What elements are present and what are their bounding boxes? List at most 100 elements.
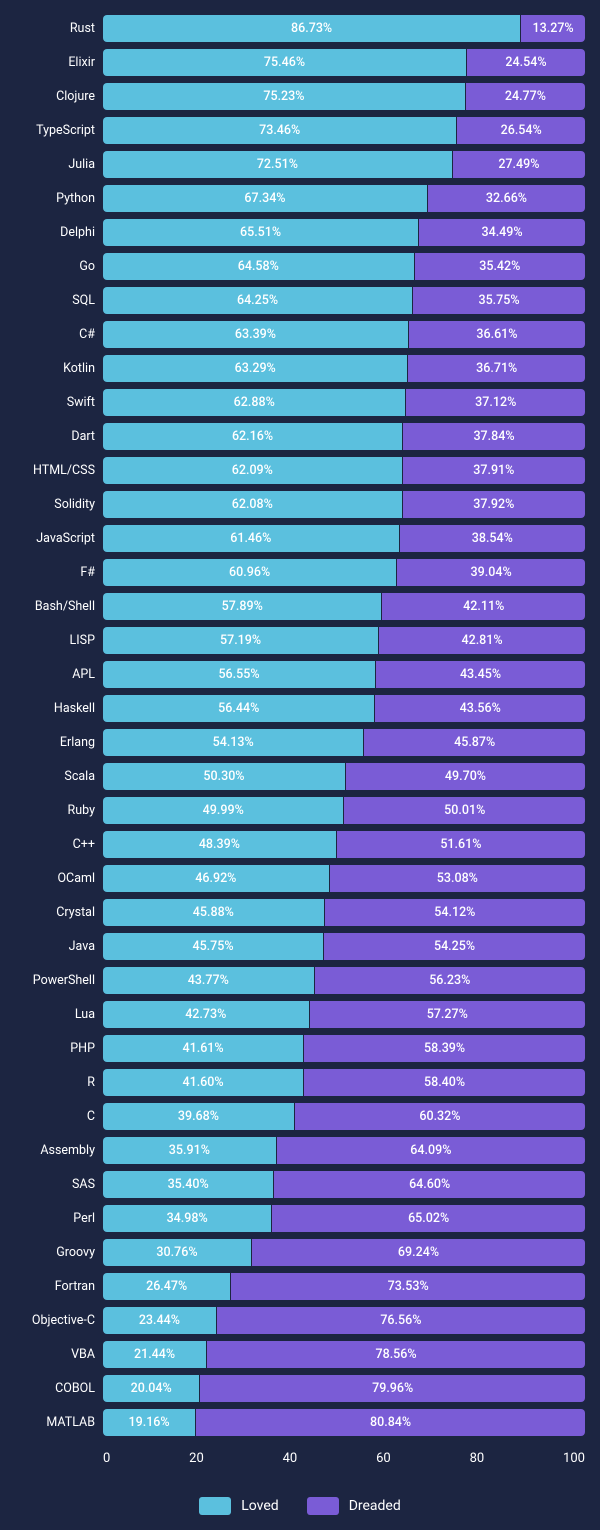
dreaded-segment: 32.66% [428,185,585,212]
row-label: Kotlin [15,362,103,376]
bar-track: 65.51%34.49% [103,219,585,246]
bar-row: Haskell56.44%43.56% [15,695,585,722]
bar-track: 20.04%79.96% [103,1375,585,1402]
row-label: Dart [15,430,103,444]
bar-rows: Rust86.73%13.27%Elixir75.46%24.54%Clojur… [15,15,585,1436]
row-label: MATLAB [15,1416,103,1430]
bar-track: 62.88%37.12% [103,389,585,416]
row-label: Perl [15,1212,103,1226]
bar-row: Julia72.51%27.49% [15,151,585,178]
bar-track: 34.98%65.02% [103,1205,585,1232]
bar-row: C#63.39%36.61% [15,321,585,348]
row-label: LISP [15,634,103,648]
loved-segment: 72.51% [103,151,453,178]
bar-track: 39.68%60.32% [103,1103,585,1130]
row-label: Erlang [15,736,103,750]
bar-row: Solidity62.08%37.92% [15,491,585,518]
dreaded-segment: 65.02% [272,1205,585,1232]
bar-track: 48.39%51.61% [103,831,585,858]
bar-row: Assembly35.91%64.09% [15,1137,585,1164]
row-label: SAS [15,1178,103,1192]
loved-segment: 64.25% [103,287,413,314]
bar-track: 42.73%57.27% [103,1001,585,1028]
legend-item-loved: Loved [199,1497,278,1515]
dreaded-segment: 64.09% [277,1137,585,1164]
dreaded-segment: 34.49% [419,219,585,246]
bar-track: 56.44%43.56% [103,695,585,722]
row-label: Julia [15,158,103,172]
legend-label: Loved [241,1498,278,1514]
dreaded-segment: 43.56% [375,695,585,722]
x-axis-tick: 0 [103,1451,110,1479]
row-label: COBOL [15,1382,103,1396]
dreaded-segment: 39.04% [397,559,585,586]
bar-track: 26.47%73.53% [103,1273,585,1300]
dreaded-segment: 42.11% [382,593,585,620]
loved-segment: 75.23% [103,83,466,110]
row-label: Lua [15,1008,103,1022]
dreaded-segment: 37.12% [406,389,585,416]
legend-swatch [199,1497,231,1515]
legend-swatch [307,1497,339,1515]
bar-row: C39.68%60.32% [15,1103,585,1130]
row-label: Fortran [15,1280,103,1294]
row-label: Go [15,260,103,274]
bar-row: Scala50.30%49.70% [15,763,585,790]
bar-row: Swift62.88%37.12% [15,389,585,416]
bar-track: 57.19%42.81% [103,627,585,654]
loved-segment: 60.96% [103,559,397,586]
loved-segment: 45.75% [103,933,324,960]
loved-segment: 42.73% [103,1001,310,1028]
loved-segment: 41.61% [103,1035,304,1062]
bar-row: OCaml46.92%53.08% [15,865,585,892]
bar-row: PowerShell43.77%56.23% [15,967,585,994]
bar-row: Rust86.73%13.27% [15,15,585,42]
bar-track: 19.16%80.84% [103,1409,585,1436]
loved-segment: 49.99% [103,797,344,824]
bar-track: 21.44%78.56% [103,1341,585,1368]
x-axis-tick: 100 [563,1451,585,1479]
loved-segment: 75.46% [103,49,467,76]
bar-row: LISP57.19%42.81% [15,627,585,654]
bar-track: 64.58%35.42% [103,253,585,280]
bar-row: Elixir75.46%24.54% [15,49,585,76]
bar-row: Fortran26.47%73.53% [15,1273,585,1300]
x-axis-tick: 40 [283,1451,298,1479]
dreaded-segment: 36.61% [409,321,585,348]
dreaded-segment: 76.56% [217,1307,585,1334]
row-label: Swift [15,396,103,410]
loved-segment: 57.19% [103,627,379,654]
dreaded-segment: 58.40% [304,1069,585,1096]
row-label: Crystal [15,906,103,920]
bar-row: F#60.96%39.04% [15,559,585,586]
x-axis-tick: 20 [189,1451,204,1479]
bar-row: Delphi65.51%34.49% [15,219,585,246]
dreaded-segment: 24.77% [466,83,585,110]
bar-row: JavaScript61.46%38.54% [15,525,585,552]
bar-track: 86.73%13.27% [103,15,585,42]
loved-segment: 35.40% [103,1171,274,1198]
dreaded-segment: 64.60% [274,1171,585,1198]
bar-row: MATLAB19.16%80.84% [15,1409,585,1436]
row-label: Ruby [15,804,103,818]
row-label: Rust [15,22,103,36]
row-label: Delphi [15,226,103,240]
bar-row: C++48.39%51.61% [15,831,585,858]
bar-track: 72.51%27.49% [103,151,585,178]
bar-row: Groovy30.76%69.24% [15,1239,585,1266]
row-label: OCaml [15,872,103,886]
bar-track: 30.76%69.24% [103,1239,585,1266]
dreaded-segment: 78.56% [207,1341,585,1368]
loved-segment: 30.76% [103,1239,252,1266]
loved-segment: 21.44% [103,1341,207,1368]
bar-track: 35.91%64.09% [103,1137,585,1164]
loved-segment: 48.39% [103,831,337,858]
loved-segment: 86.73% [103,15,521,42]
row-label: Python [15,192,103,206]
dreaded-segment: 13.27% [521,15,585,42]
loved-segment: 34.98% [103,1205,272,1232]
loved-segment: 63.39% [103,321,409,348]
legend-label: Dreaded [349,1498,401,1514]
x-axis-tick: 80 [470,1451,485,1479]
dreaded-segment: 56.23% [315,967,585,994]
